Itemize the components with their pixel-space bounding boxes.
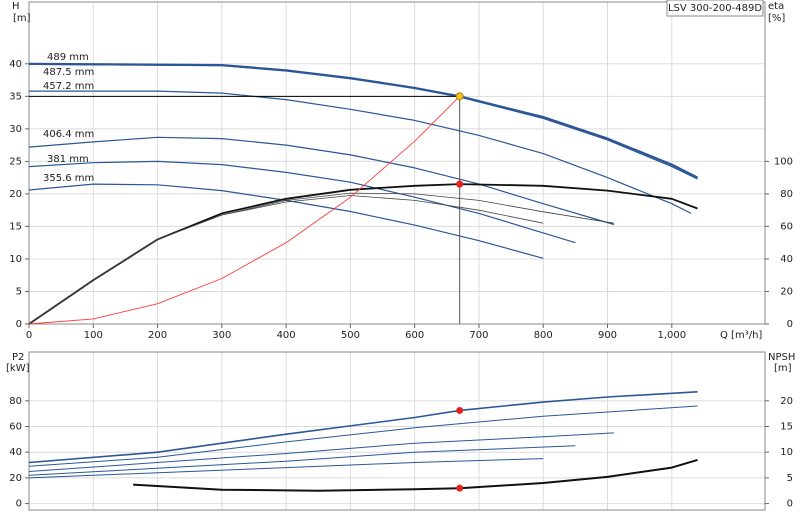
- curve-label: 355.6 mm: [43, 173, 94, 184]
- plot-frame: [28, 351, 766, 511]
- y2-tick-label: 60: [780, 221, 793, 232]
- y-tick-label: 80: [9, 396, 22, 407]
- y2-tick-label: 0: [787, 499, 793, 510]
- x-tick-label: 700: [469, 330, 488, 341]
- x-axis-label: Q [m³/h]: [720, 330, 762, 341]
- curve: [28, 183, 698, 325]
- y-tick-label: 20: [9, 189, 22, 200]
- curve-label: 381 mm: [47, 154, 89, 165]
- y-axis-label: P2: [12, 352, 24, 363]
- y-axis-unit: [m]: [13, 13, 31, 24]
- curve: [28, 432, 614, 472]
- curve: [28, 445, 576, 476]
- x-tick-label: 600: [405, 330, 424, 341]
- curve: [28, 95, 461, 325]
- y-tick-label: 20: [9, 473, 22, 484]
- y2-tick-label: 80: [780, 189, 793, 200]
- curve: [28, 458, 544, 479]
- y2-tick-label: 0: [787, 319, 793, 330]
- y-tick-label: 10: [9, 254, 22, 265]
- y-axis-unit: [kW]: [6, 363, 30, 374]
- y2-tick-label: 20: [780, 396, 793, 407]
- y-tick-label: 0: [16, 499, 22, 510]
- duty-point: [456, 484, 464, 492]
- y-axis-label: H: [12, 1, 20, 12]
- y-tick-label: 25: [9, 156, 22, 167]
- y-tick-label: 40: [9, 447, 22, 458]
- chart-title: LSV 300-200-489D: [668, 3, 762, 14]
- y2-tick-label: 100: [774, 156, 793, 167]
- curve: [28, 195, 544, 325]
- y-tick-label: 30: [9, 124, 22, 135]
- x-tick-label: 900: [598, 330, 617, 341]
- x-tick-label: 400: [277, 330, 296, 341]
- y2-axis-unit: [m]: [774, 363, 792, 374]
- curve-label: 487.5 mm: [43, 67, 94, 78]
- x-tick-label: 500: [341, 330, 360, 341]
- x-tick-label: 1,000: [657, 330, 686, 341]
- curve-label: 406.4 mm: [43, 129, 94, 140]
- y-tick-label: 35: [9, 91, 22, 102]
- y-tick-label: 0: [16, 319, 22, 330]
- plot-frame: [28, 1, 766, 325]
- y2-tick-label: 5: [787, 473, 793, 484]
- x-tick-label: 0: [26, 330, 32, 341]
- duty-point: [456, 180, 464, 188]
- y-tick-label: 5: [16, 286, 22, 297]
- curve: [28, 405, 698, 467]
- curve: [28, 160, 576, 244]
- x-tick-label: 100: [84, 330, 103, 341]
- curve: [28, 136, 615, 226]
- y-tick-label: 40: [9, 59, 22, 70]
- curve: [28, 63, 698, 180]
- x-tick-label: 800: [534, 330, 553, 341]
- duty-point: [455, 92, 464, 101]
- y2-axis-unit: [%]: [768, 13, 785, 24]
- y2-tick-label: 40: [780, 254, 793, 265]
- curve-label: 457.2 mm: [43, 81, 94, 92]
- title-box: [666, 0, 764, 17]
- curve-label: 489 mm: [47, 52, 89, 63]
- y2-tick-label: 20: [780, 286, 793, 297]
- y2-tick-label: 10: [780, 447, 793, 458]
- curve: [29, 90, 692, 214]
- x-tick-label: 300: [212, 330, 231, 341]
- x-tick-label: 200: [148, 330, 167, 341]
- curve: [28, 62, 698, 179]
- curve: [28, 391, 698, 464]
- y2-axis-label: NPSH: [768, 352, 795, 363]
- y2-tick-label: 15: [780, 422, 793, 433]
- y-tick-label: 60: [9, 422, 22, 433]
- y-tick-label: 15: [9, 221, 22, 232]
- y2-axis-label: eta: [768, 1, 784, 12]
- duty-point: [456, 406, 464, 414]
